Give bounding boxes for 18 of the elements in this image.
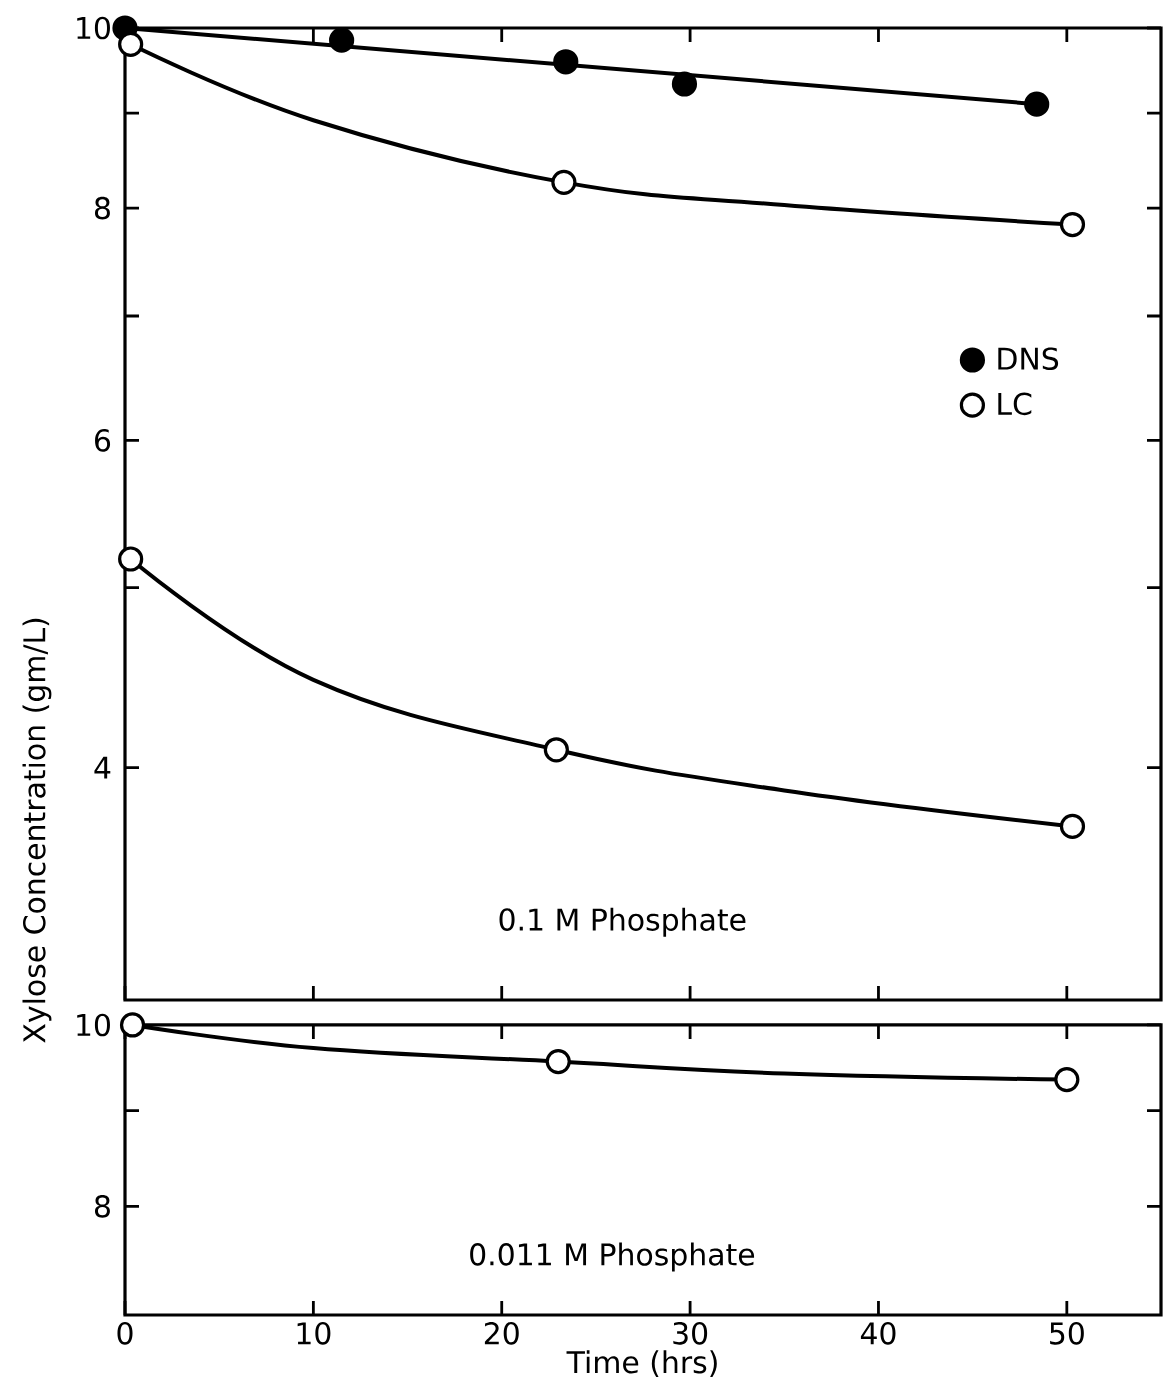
x-tick-label: 40 [860, 1322, 896, 1345]
y-tick-label: 10 [77, 16, 110, 40]
x-axis-title: Time (hrs) [566, 1350, 717, 1377]
x-tick-label: 20 [484, 1322, 519, 1345]
x-tick-label: 0 [117, 1322, 133, 1345]
y-tick-label: 10 [77, 1013, 110, 1037]
y-tick-label: 8 [94, 1195, 110, 1218]
legend-label: DNS [998, 347, 1059, 371]
y-axis-title: Xylose Concentration (gm/L) [22, 618, 52, 1043]
annotation: 0.1 M Phosphate [499, 907, 746, 937]
x-tick-label: 10 [297, 1322, 331, 1345]
x-tick-label: 30 [673, 1322, 708, 1345]
annotation: 0.011 M Phosphate [470, 1242, 755, 1272]
y-tick-label: 8 [94, 196, 110, 220]
y-tick-label: 4 [94, 756, 111, 779]
y-tick-label: 6 [95, 429, 111, 452]
x-tick-label: 50 [1050, 1322, 1084, 1345]
legend-label: LC [998, 392, 1032, 416]
